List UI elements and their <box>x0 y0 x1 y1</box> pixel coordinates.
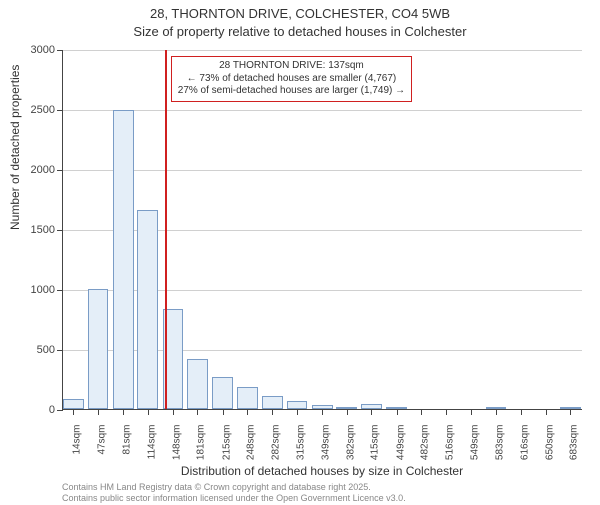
y-tick-label: 2000 <box>31 164 55 176</box>
x-tick <box>570 409 571 415</box>
y-tick <box>57 50 63 51</box>
y-tick-label: 1000 <box>31 284 55 296</box>
histogram-bar <box>287 401 308 409</box>
x-tick <box>123 409 124 415</box>
x-tick <box>446 409 447 415</box>
x-tick <box>546 409 547 415</box>
annotation-line: 27% of semi-detached houses are larger (… <box>178 85 405 98</box>
x-tick <box>496 409 497 415</box>
y-tick-label: 1500 <box>31 224 55 236</box>
histogram-bar <box>237 387 258 409</box>
y-tick <box>57 110 63 111</box>
x-axis-label: Distribution of detached houses by size … <box>62 464 582 478</box>
histogram-bar <box>262 396 283 409</box>
annotation-line: 28 THORNTON DRIVE: 137sqm <box>178 60 405 73</box>
x-tick <box>98 409 99 415</box>
x-tick <box>297 409 298 415</box>
gridline <box>63 50 582 51</box>
marker-annotation: 28 THORNTON DRIVE: 137sqm← 73% of detach… <box>171 56 412 102</box>
gridline <box>63 110 582 111</box>
y-tick-label: 2500 <box>31 104 55 116</box>
y-tick <box>57 290 63 291</box>
y-tick-label: 0 <box>49 404 55 416</box>
x-tick <box>322 409 323 415</box>
x-tick <box>148 409 149 415</box>
chart-title-line2: Size of property relative to detached ho… <box>0 24 600 39</box>
y-tick <box>57 410 63 411</box>
x-tick <box>421 409 422 415</box>
histogram-bar <box>88 289 109 409</box>
footer-line2: Contains public sector information licen… <box>62 493 406 504</box>
x-tick <box>272 409 273 415</box>
chart-title-line1: 28, THORNTON DRIVE, COLCHESTER, CO4 5WB <box>0 6 600 21</box>
histogram-bar <box>113 110 134 409</box>
plot-area: 05001000150020002500300014sqm47sqm81sqm1… <box>62 50 582 410</box>
gridline <box>63 170 582 171</box>
histogram-bar <box>63 399 84 409</box>
annotation-line: ← 73% of detached houses are smaller (4,… <box>178 73 405 86</box>
x-tick <box>397 409 398 415</box>
property-marker-line <box>165 50 167 409</box>
y-tick <box>57 230 63 231</box>
y-tick-label: 500 <box>37 344 55 356</box>
x-tick <box>347 409 348 415</box>
x-tick <box>197 409 198 415</box>
footer-line1: Contains HM Land Registry data © Crown c… <box>62 482 406 493</box>
histogram-bar <box>187 359 208 409</box>
x-tick <box>247 409 248 415</box>
x-tick <box>223 409 224 415</box>
x-tick <box>521 409 522 415</box>
x-tick <box>371 409 372 415</box>
property-size-histogram: 28, THORNTON DRIVE, COLCHESTER, CO4 5WB … <box>0 0 600 500</box>
histogram-bar <box>137 210 158 409</box>
x-tick <box>173 409 174 415</box>
chart-footer: Contains HM Land Registry data © Crown c… <box>62 482 406 505</box>
y-tick <box>57 350 63 351</box>
y-tick <box>57 170 63 171</box>
histogram-bar <box>212 377 233 409</box>
x-tick <box>73 409 74 415</box>
y-tick-label: 3000 <box>31 44 55 56</box>
x-tick <box>471 409 472 415</box>
y-axis-label: Number of detached properties <box>8 65 22 230</box>
